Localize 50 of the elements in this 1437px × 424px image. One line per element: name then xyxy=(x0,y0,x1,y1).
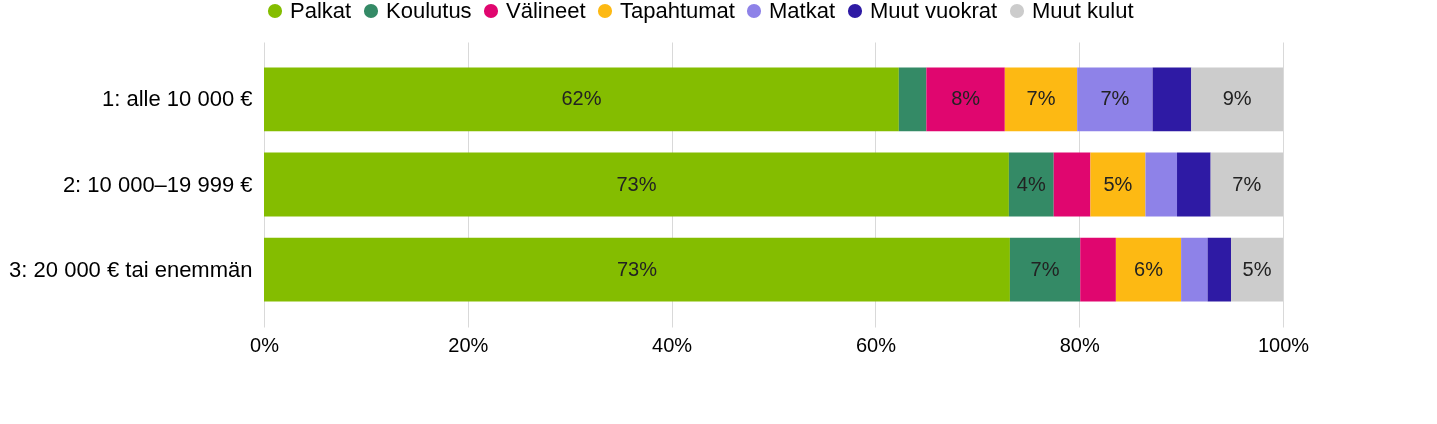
data-label: 7% xyxy=(1026,87,1056,110)
bar xyxy=(1115,237,1182,302)
bar xyxy=(1008,152,1054,217)
legend-label: Matkat xyxy=(769,0,836,23)
y-tick-label: 1: alle 10 000 € xyxy=(102,86,253,112)
legend-label: Koulutus xyxy=(386,0,472,23)
bar xyxy=(1004,67,1078,132)
bar xyxy=(1145,152,1178,217)
data-label: 5% xyxy=(1103,172,1133,195)
y-tick-label: 2: 10 000–19 999 € xyxy=(62,171,253,197)
x-tick-label: 60% xyxy=(855,333,897,356)
legend-label: Muut kulut xyxy=(1032,0,1134,23)
bar xyxy=(264,237,1010,302)
data-label: 8% xyxy=(951,87,981,110)
bar xyxy=(1177,152,1211,217)
bar xyxy=(1090,152,1146,217)
x-tick-label: 80% xyxy=(1059,333,1100,356)
bar xyxy=(926,67,1005,132)
legend-label: Välineet xyxy=(506,0,586,23)
y-tick-label: 3: 20 000 € tai enemmän xyxy=(9,256,253,282)
data-label: 73% xyxy=(616,257,658,280)
bar xyxy=(898,67,927,132)
legend-label: Muut vuokrat xyxy=(870,0,998,23)
x-tick-label: 20% xyxy=(448,333,489,356)
data-label: 6% xyxy=(1134,257,1164,280)
bar xyxy=(264,152,1009,217)
x-tick-label: 100% xyxy=(1257,333,1310,356)
data-label: 73% xyxy=(616,172,657,195)
bar xyxy=(1181,237,1208,302)
bar xyxy=(1210,152,1283,217)
x-tick-label: 0% xyxy=(250,333,280,356)
data-label: 5% xyxy=(1242,257,1272,280)
x-tick-label: 40% xyxy=(652,333,693,356)
data-label: 7% xyxy=(1100,87,1130,110)
bar xyxy=(1077,67,1153,132)
data-label: 9% xyxy=(1222,87,1252,110)
bar xyxy=(1231,237,1283,302)
bar xyxy=(1191,67,1283,132)
data-label: 4% xyxy=(1016,172,1046,195)
data-label: 7% xyxy=(1232,172,1262,195)
bar xyxy=(1080,237,1116,302)
data-label: 7% xyxy=(1030,257,1060,280)
bar xyxy=(1152,67,1192,132)
legend-label: Palkat xyxy=(290,0,352,23)
bar xyxy=(1053,152,1091,217)
bar xyxy=(264,67,899,132)
data-label: 62% xyxy=(561,87,602,110)
bar xyxy=(1009,237,1081,302)
legend-label: Tapahtumat xyxy=(620,0,735,23)
bar xyxy=(1207,237,1232,302)
